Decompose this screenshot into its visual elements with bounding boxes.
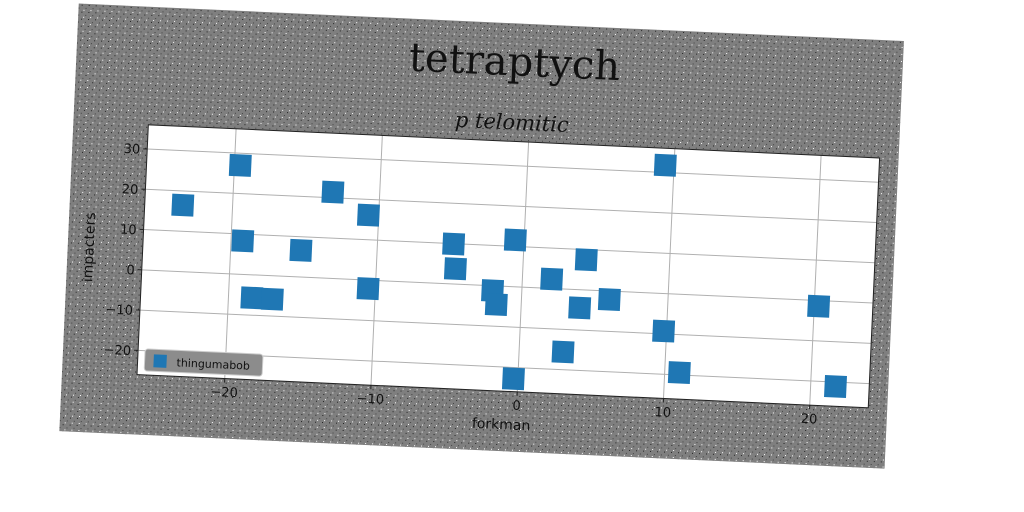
chart-title: tetraptych: [408, 35, 621, 91]
y-tick-label: −20: [103, 343, 131, 359]
series-thingumabob: [171, 153, 847, 398]
scatter-point: [824, 375, 847, 398]
scatter-point: [289, 238, 313, 262]
scatter-point: [240, 286, 264, 310]
y-grid-line: [141, 269, 874, 304]
scatter-point: [484, 293, 508, 316]
x-axis-label: forkman: [472, 416, 531, 435]
x-tick-label: 10: [654, 405, 671, 421]
scatter-point: [356, 203, 380, 227]
chart-subtitle: p telomitic: [454, 108, 569, 137]
y-tick-label: −10: [105, 303, 133, 319]
y-axis-label: impacters: [80, 212, 99, 282]
y-tick-label: 10: [120, 222, 137, 238]
scatter-point: [568, 296, 592, 320]
legend-marker: [153, 354, 167, 368]
y-grid-line: [139, 309, 872, 344]
scatter-point: [574, 248, 598, 272]
legend-box: [143, 348, 264, 377]
y-grid-line: [145, 188, 877, 223]
scatter-point: [652, 319, 676, 343]
legend-label: thingumabob: [176, 356, 250, 372]
scatter-point: [807, 294, 831, 318]
scatter-point: [228, 153, 252, 177]
scatter-point: [356, 277, 380, 301]
scatter-point: [667, 361, 691, 385]
x-tick-label: 20: [800, 412, 817, 428]
x-tick-label: −10: [356, 392, 384, 408]
plot-border: [136, 124, 881, 409]
y-axis-ticks: 30 20 10 0 −10 −20: [103, 142, 148, 359]
scatter-point: [442, 232, 466, 256]
scatter-point: [443, 257, 467, 281]
scatter-point: [501, 367, 525, 391]
scatter-point: [260, 287, 284, 311]
y-tick-label: 30: [123, 142, 140, 158]
scatter-point: [653, 153, 677, 177]
scatter-point: [231, 229, 255, 253]
x-axis-ticks: −20 −10 0 10 20: [210, 378, 818, 428]
y-tick-label: 20: [121, 182, 138, 198]
x-grid-line: [809, 155, 822, 406]
y-tick-label: 0: [126, 263, 135, 278]
y-grid-line: [147, 148, 879, 183]
scatter-point: [597, 288, 621, 312]
scatter-point: [321, 180, 345, 204]
scatter-point: [171, 193, 195, 217]
x-tick-label: 0: [512, 399, 521, 414]
x-tick-label: −20: [210, 385, 238, 401]
x-grid-line: [516, 142, 530, 392]
figure-group: tetraptych p telomitic −20 −10 0 10 20 30 20 1…: [59, 3, 904, 469]
x-grid-line: [662, 148, 676, 399]
legend: thingumabob: [143, 348, 264, 377]
scatter-point: [503, 228, 527, 252]
x-grid-line: [370, 135, 383, 386]
scatter-point: [551, 340, 575, 364]
scatter-point: [540, 267, 564, 291]
